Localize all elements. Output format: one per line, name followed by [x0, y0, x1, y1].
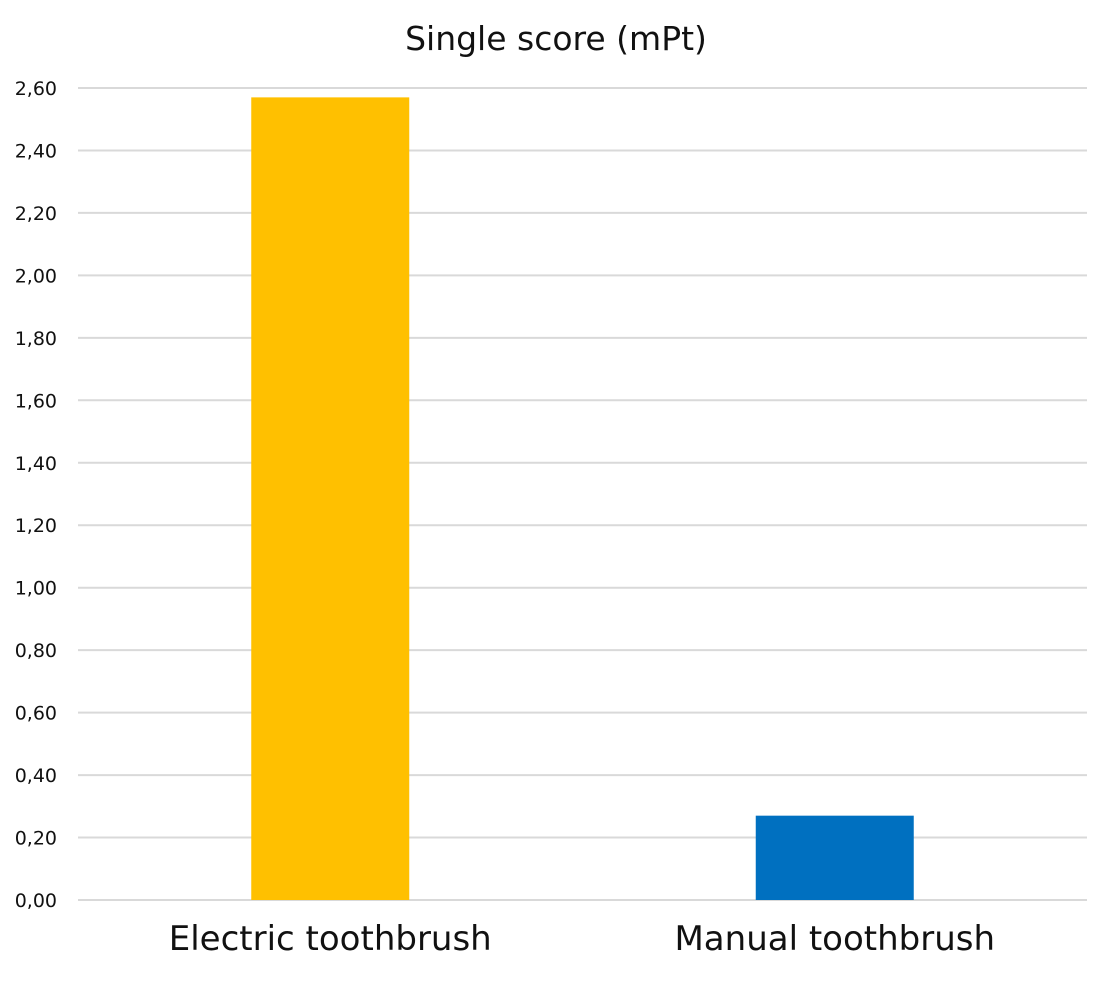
y-tick-label: 1,40 — [15, 453, 57, 475]
y-tick-label: 0,60 — [15, 703, 57, 725]
y-tick-label: 0,20 — [15, 828, 57, 850]
x-axis-tick-labels: Electric toothbrush Manual toothbrush — [169, 919, 995, 959]
bar-manual-toothbrush — [755, 815, 914, 900]
y-tick-label: 1,20 — [15, 515, 57, 537]
y-tick-label: 2,20 — [15, 203, 57, 225]
bars — [251, 97, 914, 900]
x-tick-label: Manual toothbrush — [674, 919, 995, 959]
gridlines — [78, 87, 1087, 901]
y-tick-label: 1,60 — [15, 390, 57, 412]
y-axis-tick-labels: 0,00 0,20 0,40 0,60 0,80 1,00 1,20 1,40 1,60 1,80… — [15, 78, 57, 912]
y-tick-label: 0,40 — [15, 765, 57, 787]
y-tick-label: 0,80 — [15, 640, 57, 662]
bar-electric-toothbrush — [251, 97, 410, 900]
y-tick-label: 1,80 — [15, 328, 57, 350]
chart-title: Single score (mPt) — [405, 19, 707, 58]
x-tick-label: Electric toothbrush — [169, 919, 492, 959]
y-tick-label: 1,00 — [15, 578, 57, 600]
y-tick-label: 0,00 — [15, 890, 57, 912]
y-tick-label: 2,60 — [15, 78, 57, 100]
y-tick-label: 2,00 — [15, 265, 57, 287]
y-tick-label: 2,40 — [15, 140, 57, 162]
